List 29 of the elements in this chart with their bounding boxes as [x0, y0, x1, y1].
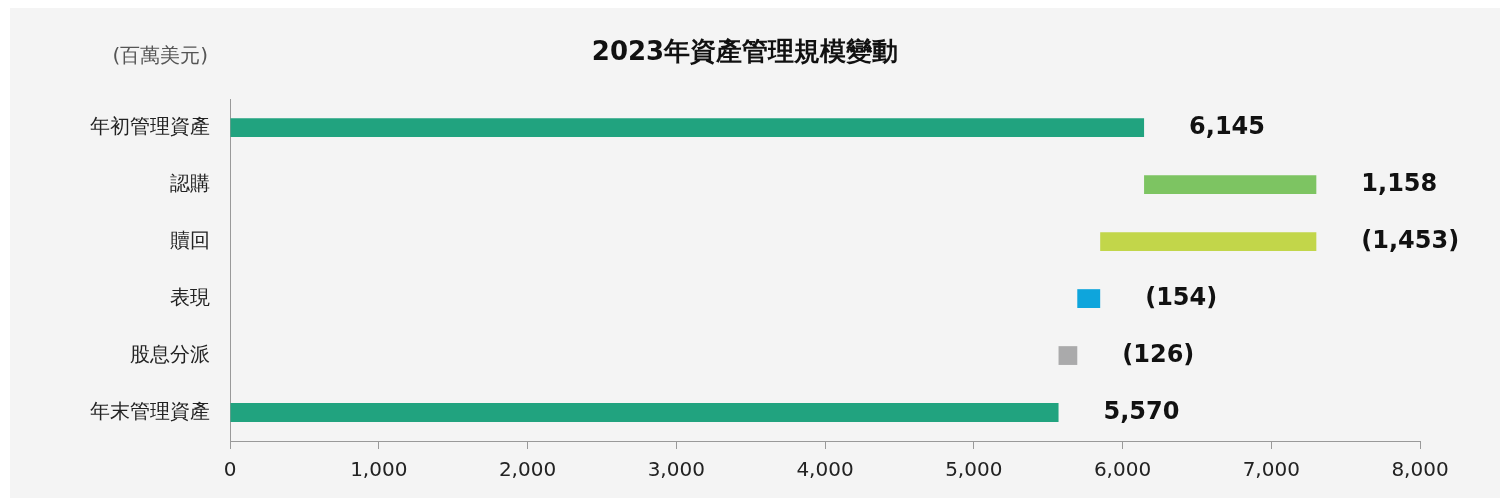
data-label: (126): [1122, 339, 1195, 368]
y-tick-label: 股息分派: [130, 341, 210, 366]
data-label: (154): [1145, 282, 1218, 311]
x-tick-label: 4,000: [796, 457, 854, 482]
x-tick-label: 7,000: [1242, 457, 1300, 482]
y-tick-label: 贖回: [170, 227, 210, 252]
bar: [1100, 232, 1317, 252]
y-tick-label: 年末管理資產: [90, 398, 210, 423]
data-label: 6,145: [1189, 111, 1265, 140]
bar: [1077, 289, 1101, 308]
bar: [1058, 346, 1078, 365]
x-tick-label: 1,000: [350, 457, 408, 482]
y-tick-label: 認購: [170, 170, 210, 195]
bar: [230, 118, 1145, 138]
x-tick-label: 5,000: [945, 457, 1003, 482]
x-tick-label: 3,000: [647, 457, 705, 482]
y-tick-label: 表現: [170, 284, 210, 309]
data-label: 1,158: [1361, 168, 1438, 197]
y-tick-label: 年初管理資產: [90, 113, 210, 138]
data-label: (1,453): [1361, 225, 1460, 254]
x-tick-label: 8,000: [1391, 457, 1449, 482]
bar: [1144, 175, 1317, 195]
data-label: 5,570: [1103, 396, 1180, 425]
chart-title: 2023年資產管理規模變動: [591, 36, 899, 67]
bar: [230, 403, 1059, 422]
x-tick-label: 2,000: [498, 457, 557, 482]
x-tick-label: 6,000: [1093, 457, 1152, 482]
x-tick-label: 0: [223, 457, 237, 482]
text: (百萬美元): [112, 43, 208, 68]
